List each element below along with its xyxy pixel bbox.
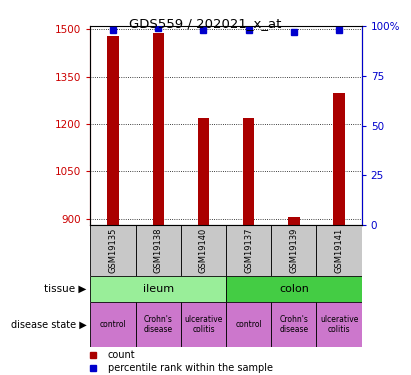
Bar bbox=[271, 302, 316, 347]
Bar bbox=[107, 36, 119, 225]
Bar bbox=[181, 302, 226, 347]
Text: ileum: ileum bbox=[143, 284, 174, 294]
Text: GSM19138: GSM19138 bbox=[154, 228, 163, 273]
Bar bbox=[198, 118, 209, 225]
Bar bbox=[271, 225, 316, 276]
Bar bbox=[181, 225, 226, 276]
Text: ulcerative
colitis: ulcerative colitis bbox=[320, 315, 358, 334]
Text: tissue ▶: tissue ▶ bbox=[44, 284, 86, 294]
Bar bbox=[333, 93, 345, 225]
Text: ulcerative
colitis: ulcerative colitis bbox=[184, 315, 223, 334]
Bar bbox=[243, 118, 254, 225]
Bar bbox=[136, 225, 181, 276]
Text: Crohn's
disease: Crohn's disease bbox=[144, 315, 173, 334]
Bar bbox=[288, 217, 300, 225]
Text: colon: colon bbox=[279, 284, 309, 294]
Bar bbox=[226, 225, 271, 276]
Text: GDS559 / 202021_x_at: GDS559 / 202021_x_at bbox=[129, 17, 282, 30]
Text: control: control bbox=[235, 320, 262, 329]
Bar bbox=[136, 302, 181, 347]
Bar bbox=[226, 276, 362, 302]
Text: GSM19141: GSM19141 bbox=[335, 228, 344, 273]
Text: Crohn's
disease: Crohn's disease bbox=[279, 315, 308, 334]
Text: GSM19135: GSM19135 bbox=[109, 228, 118, 273]
Bar bbox=[226, 302, 271, 347]
Bar bbox=[316, 225, 362, 276]
Bar bbox=[90, 225, 136, 276]
Text: count: count bbox=[108, 350, 136, 360]
Text: GSM19137: GSM19137 bbox=[244, 228, 253, 273]
Bar bbox=[90, 276, 226, 302]
Bar bbox=[316, 302, 362, 347]
Bar bbox=[90, 302, 136, 347]
Text: control: control bbox=[99, 320, 127, 329]
Text: GSM19140: GSM19140 bbox=[199, 228, 208, 273]
Text: disease state ▶: disease state ▶ bbox=[11, 320, 86, 329]
Text: GSM19139: GSM19139 bbox=[289, 228, 298, 273]
Bar bbox=[152, 33, 164, 225]
Text: percentile rank within the sample: percentile rank within the sample bbox=[108, 363, 273, 373]
